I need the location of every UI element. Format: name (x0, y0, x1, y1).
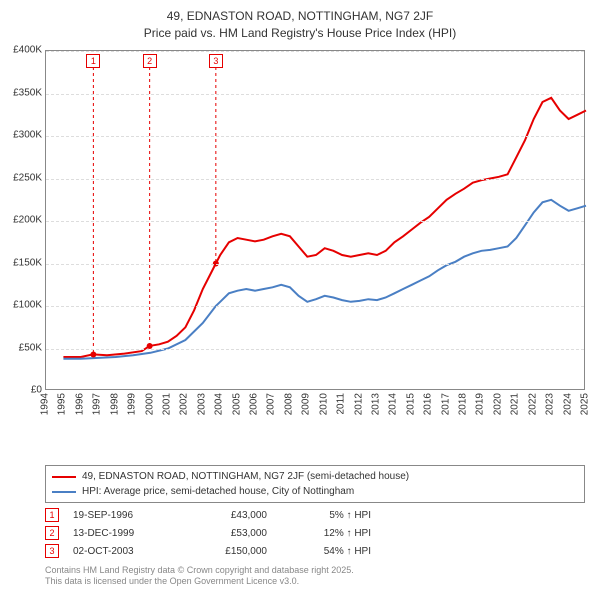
gridline-h (46, 94, 584, 95)
event-row-3: 3 02-OCT-2003 £150,000 54% ↑ HPI (45, 542, 585, 560)
y-tick-label: £300K (2, 130, 42, 141)
legend-label: 49, EDNASTON ROAD, NOTTINGHAM, NG7 2JF (… (82, 469, 409, 484)
event-pct: 12% ↑ HPI (281, 528, 371, 539)
x-tick-label: 2014 (388, 393, 399, 415)
x-tick-label: 2008 (283, 393, 294, 415)
event-price: £150,000 (197, 546, 267, 557)
x-tick-label: 1994 (40, 393, 51, 415)
y-tick-label: £200K (2, 215, 42, 226)
legend-swatch (52, 476, 76, 478)
legend: 49, EDNASTON ROAD, NOTTINGHAM, NG7 2JF (… (45, 465, 585, 503)
x-tick-label: 1997 (92, 393, 103, 415)
x-tick-label: 2023 (545, 393, 556, 415)
title-line-2: Price paid vs. HM Land Registry's House … (0, 25, 600, 42)
event-date: 02-OCT-2003 (73, 546, 183, 557)
x-tick-label: 2005 (231, 393, 242, 415)
gridline-h (46, 264, 584, 265)
x-tick-label: 1996 (74, 393, 85, 415)
marker-box-2: 2 (143, 54, 157, 68)
title-line-1: 49, EDNASTON ROAD, NOTTINGHAM, NG7 2JF (0, 8, 600, 25)
legend-swatch (52, 491, 76, 493)
chart-area: 123 £0£50K£100K£150K£200K£250K£300K£350K… (45, 50, 585, 430)
x-tick-label: 2000 (144, 393, 155, 415)
y-tick-label: £150K (2, 257, 42, 268)
y-tick-label: £100K (2, 300, 42, 311)
x-tick-label: 2020 (492, 393, 503, 415)
x-tick-label: 2001 (161, 393, 172, 415)
event-pct: 54% ↑ HPI (281, 546, 371, 557)
x-tick-label: 2025 (580, 393, 591, 415)
marker-box-1: 1 (86, 54, 100, 68)
x-tick-label: 2004 (214, 393, 225, 415)
gridline-h (46, 179, 584, 180)
gridline-h (46, 51, 584, 52)
marker-dot-1 (90, 351, 96, 357)
event-marker-icon: 3 (45, 544, 59, 558)
x-tick-label: 1999 (127, 393, 138, 415)
y-tick-label: £350K (2, 87, 42, 98)
event-date: 19-SEP-1996 (73, 510, 183, 521)
x-tick-label: 1998 (109, 393, 120, 415)
gridline-h (46, 221, 584, 222)
footer-line-1: Contains HM Land Registry data © Crown c… (45, 565, 585, 577)
event-price: £53,000 (197, 528, 267, 539)
gridline-h (46, 349, 584, 350)
y-tick-label: £0 (2, 385, 42, 396)
event-date: 13-DEC-1999 (73, 528, 183, 539)
marker-box-3: 3 (209, 54, 223, 68)
x-tick-label: 1995 (57, 393, 68, 415)
x-tick-label: 2017 (440, 393, 451, 415)
x-tick-label: 2007 (266, 393, 277, 415)
event-marker-icon: 2 (45, 526, 59, 540)
event-row-1: 1 19-SEP-1996 £43,000 5% ↑ HPI (45, 506, 585, 524)
y-tick-label: £50K (2, 342, 42, 353)
x-tick-label: 2018 (458, 393, 469, 415)
y-tick-label: £400K (2, 45, 42, 56)
x-tick-label: 2002 (179, 393, 190, 415)
event-marker-icon: 1 (45, 508, 59, 522)
gridline-h (46, 136, 584, 137)
y-tick-label: £250K (2, 172, 42, 183)
x-tick-label: 2012 (353, 393, 364, 415)
x-tick-label: 2009 (301, 393, 312, 415)
gridline-h (46, 306, 584, 307)
event-pct: 5% ↑ HPI (281, 510, 371, 521)
chart-title: 49, EDNASTON ROAD, NOTTINGHAM, NG7 2JF P… (0, 0, 600, 42)
attribution-footer: Contains HM Land Registry data © Crown c… (45, 565, 585, 588)
x-tick-label: 2006 (249, 393, 260, 415)
x-tick-label: 2015 (405, 393, 416, 415)
x-tick-label: 2003 (196, 393, 207, 415)
legend-row-hpi: HPI: Average price, semi-detached house,… (52, 484, 578, 499)
legend-row-property: 49, EDNASTON ROAD, NOTTINGHAM, NG7 2JF (… (52, 469, 578, 484)
plot-region: 1 2 3 (45, 50, 585, 390)
x-tick-label: 2022 (527, 393, 538, 415)
x-tick-label: 2013 (370, 393, 381, 415)
x-tick-label: 2010 (318, 393, 329, 415)
event-row-2: 2 13-DEC-1999 £53,000 12% ↑ HPI (45, 524, 585, 542)
x-tick-label: 2016 (423, 393, 434, 415)
event-table: 1 19-SEP-1996 £43,000 5% ↑ HPI 2 13-DEC-1999 £… (45, 506, 585, 560)
event-price: £43,000 (197, 510, 267, 521)
x-tick-label: 2024 (562, 393, 573, 415)
x-tick-label: 2011 (336, 393, 347, 415)
footer-line-2: This data is licensed under the Open Gov… (45, 576, 585, 588)
legend-label: HPI: Average price, semi-detached house,… (82, 484, 354, 499)
x-tick-label: 2021 (510, 393, 521, 415)
series-line-hpi (63, 200, 586, 359)
x-tick-label: 2019 (475, 393, 486, 415)
